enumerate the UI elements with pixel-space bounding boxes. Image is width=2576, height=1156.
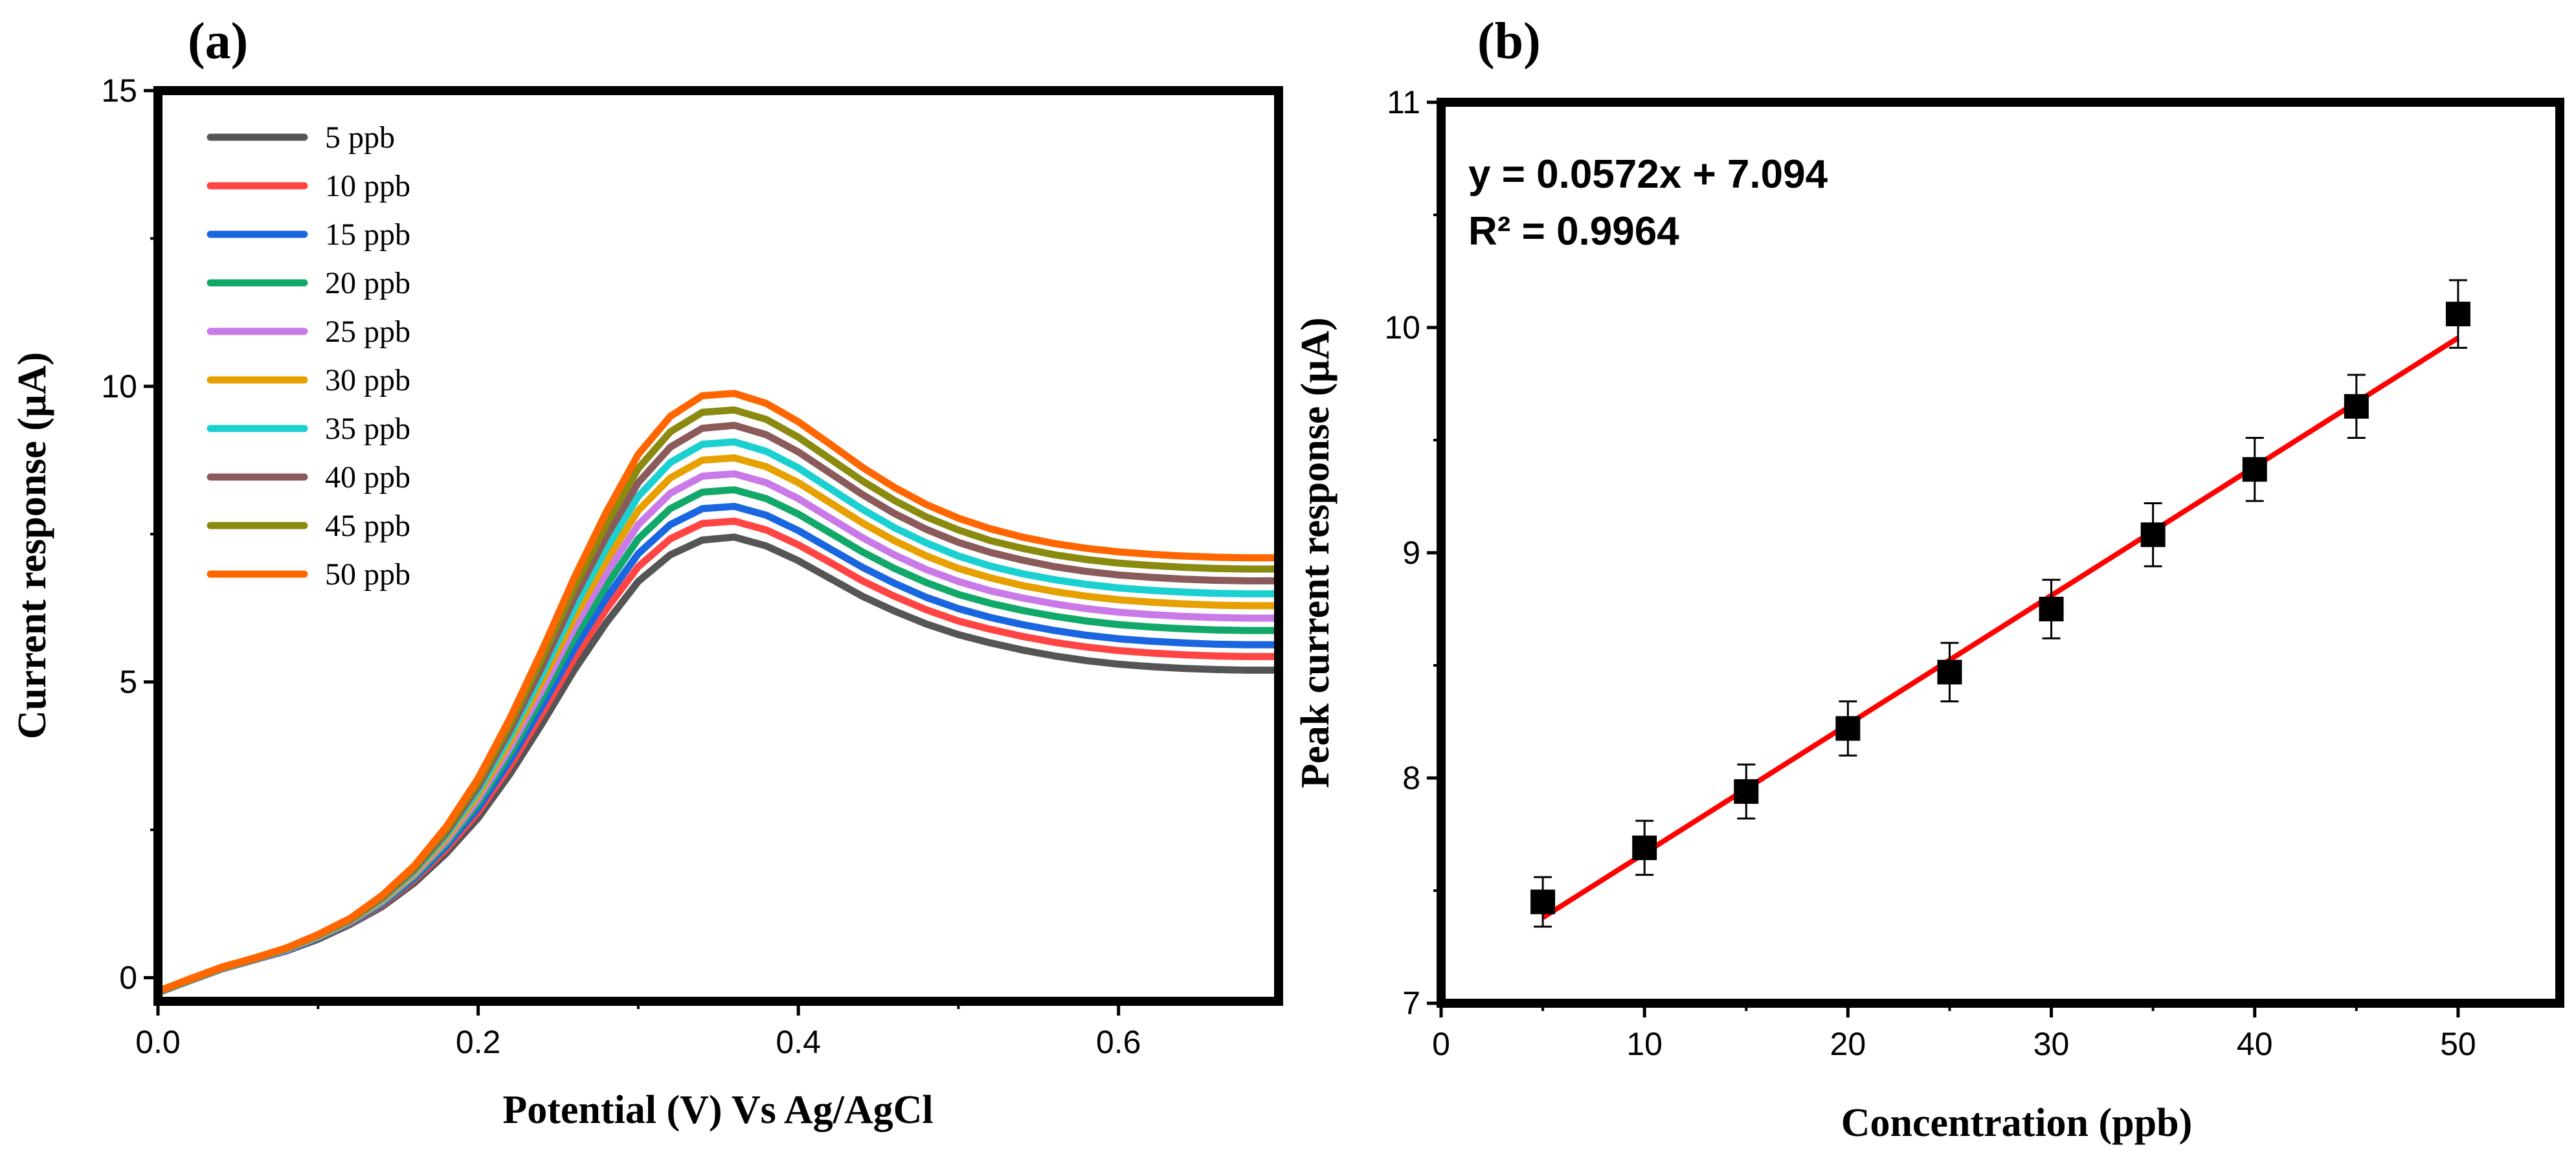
x-tick-label: 0.2	[456, 1024, 501, 1060]
y-tick-label: 11	[1387, 84, 1420, 120]
panel-b-fit-line	[1541, 335, 2460, 920]
square-marker	[1530, 889, 1556, 915]
square-marker	[2242, 457, 2267, 482]
y-tick-label: 0	[119, 959, 137, 995]
legend-label-15-ppb: 15 ppb	[325, 217, 410, 252]
data-point-40-ppb	[2242, 437, 2267, 502]
legend-label-20-ppb: 20 ppb	[325, 266, 410, 300]
square-marker	[1835, 716, 1861, 741]
data-point-10-ppb	[1632, 819, 1657, 876]
panel-a-y-ticks: 0 5 10 15	[101, 72, 158, 995]
x-tick-label: 10	[1626, 1026, 1663, 1062]
panel-a-curves	[154, 390, 1282, 996]
legend-label-50-ppb: 50 ppb	[325, 557, 410, 592]
data-point-15-ppb	[1734, 763, 1759, 820]
square-marker	[1632, 835, 1657, 860]
square-marker	[2039, 597, 2064, 621]
x-tick-label: 30	[2033, 1026, 2070, 1062]
panel-a-frame	[153, 86, 1283, 1006]
data-point-25-ppb	[1937, 641, 1962, 703]
linear-fit-line	[1541, 335, 2460, 920]
series-line-5-ppb	[154, 533, 1282, 996]
x-tick-label: 0.6	[1096, 1024, 1141, 1060]
panel-b-x-ticks: 0 10 20 30 40 50	[1432, 1003, 2476, 1062]
r-squared-value: R² = 0.9964	[1468, 209, 1679, 254]
x-tick-label: 0.0	[135, 1024, 181, 1060]
data-point-20-ppb	[1835, 700, 1861, 757]
panel-a-legend: 5 ppb 10 ppb 15 ppb 20 ppb 25 ppb 30 ppb 35 pp…	[207, 120, 410, 592]
panel-b-y-axis-title: Peak current response (µA)	[1294, 317, 1338, 788]
data-point-30-ppb	[2039, 579, 2064, 639]
y-tick-label: 10	[101, 368, 137, 405]
panel-a-label: (a)	[188, 13, 248, 70]
panel-b-x-axis-title: Concentration (ppb)	[1841, 1101, 2193, 1145]
legend-label-25-ppb: 25 ppb	[325, 315, 410, 349]
square-marker	[1937, 660, 1962, 685]
series-line-45-ppb	[154, 406, 1282, 995]
y-tick-label: 5	[119, 664, 137, 700]
square-marker	[2344, 394, 2369, 419]
data-point-5-ppb	[1530, 876, 1556, 928]
x-tick-label: 0	[1432, 1026, 1450, 1062]
x-tick-label: 0.4	[776, 1024, 821, 1060]
square-marker	[2445, 302, 2470, 327]
x-tick-label: 40	[2237, 1026, 2273, 1062]
panel-b-label: (b)	[1477, 13, 1541, 70]
square-marker	[1734, 779, 1759, 804]
data-point-35-ppb	[2140, 502, 2166, 568]
regression-equation: y = 0.0572x + 7.094	[1468, 152, 1828, 197]
y-tick-label: 9	[1402, 535, 1420, 571]
panel-a-line-chart: (a) 5 ppb 10 ppb 15 ppb 20 ppb 25 ppb 30 ppb 3…	[10, 13, 1283, 1132]
panel-a-x-ticks: 0.0 0.2 0.4 0.6	[135, 1001, 1141, 1060]
data-point-50-ppb	[2445, 279, 2470, 349]
panel-a-x-axis-title: Potential (V) Vs Ag/AgCl	[502, 1088, 933, 1132]
legend-label-40-ppb: 40 ppb	[325, 460, 410, 495]
series-line-10-ppb	[154, 517, 1282, 996]
y-tick-label: 10	[1384, 309, 1420, 346]
panel-b-y-ticks: 7 8 9 10 11	[1384, 84, 1441, 1021]
x-tick-label: 50	[2440, 1026, 2476, 1062]
y-tick-label: 7	[1402, 985, 1420, 1021]
series-line-50-ppb	[154, 390, 1282, 995]
panel-a-y-axis-title: Current response (µA)	[10, 352, 54, 739]
y-tick-label: 8	[1402, 760, 1420, 796]
data-point-45-ppb	[2344, 373, 2369, 439]
x-tick-label: 20	[1830, 1026, 1866, 1062]
legend-label-45-ppb: 45 ppb	[325, 509, 410, 543]
square-marker	[2140, 522, 2166, 548]
legend-label-5-ppb: 5 ppb	[325, 120, 395, 155]
legend-label-30-ppb: 30 ppb	[325, 363, 410, 397]
panel-b-points	[1530, 279, 2470, 928]
legend-label-10-ppb: 10 ppb	[325, 169, 410, 203]
panel-b-scatter-chart: (b) 0 10 20 30 40 50 7 8 9 10 11 y = 0.0572x + 7.…	[1294, 13, 2564, 1145]
legend-label-35-ppb: 35 ppb	[325, 412, 410, 446]
y-tick-label: 15	[101, 72, 137, 109]
